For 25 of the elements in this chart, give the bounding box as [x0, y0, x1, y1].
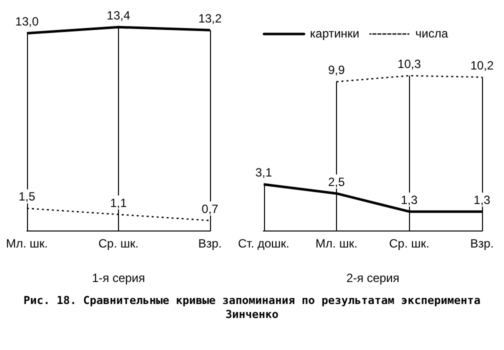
data-label: 9,9	[328, 63, 346, 78]
data-label: 13,2	[198, 11, 222, 26]
data-label: 0,7	[202, 202, 219, 216]
data-label: 1,3	[474, 192, 491, 207]
x-tick-label: Мл. шк.	[316, 236, 358, 251]
legend-label: картинки	[310, 26, 360, 40]
x-tick-label: Взр.	[198, 236, 222, 251]
data-label: 13,0	[15, 14, 39, 29]
text: Рис. 18. Сравнительные кривые запоминания по результатам эксперимента Зинченко	[22, 294, 482, 322]
x-axis-title: 2-я серия	[346, 271, 400, 286]
data-label: 1,1	[110, 196, 128, 210]
data-label: 10,2	[470, 58, 494, 72]
data-label: 1,3	[400, 192, 418, 207]
x-tick-label: Ст. дошк.	[238, 236, 290, 251]
data-label: 2,5	[328, 174, 346, 189]
data-label: 1,5	[18, 190, 36, 204]
data-label: 13,4	[106, 8, 130, 22]
legend-label: числа	[415, 26, 448, 40]
x-tick-label: Мл. шк.	[6, 236, 48, 251]
data-label: 10,3	[398, 56, 422, 71]
x-tick-label: Ср. шк.	[389, 236, 430, 251]
x-tick-label: Ср. шк.	[98, 236, 139, 251]
x-tick-label: Взр.	[470, 236, 494, 251]
x-axis-title: 1-я серия	[92, 271, 145, 286]
data-label: 3,1	[255, 166, 272, 180]
